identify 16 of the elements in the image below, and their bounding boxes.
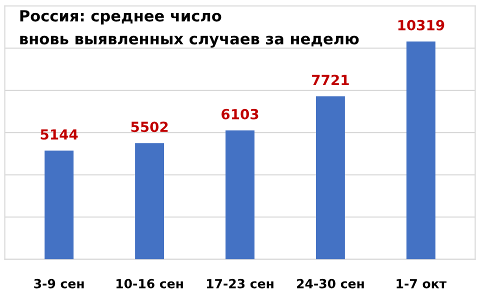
text: Россия: среднее число вновь выявленных случаев за неделю bbox=[20, 10, 359, 48]
data-label: 10319 bbox=[398, 20, 444, 30]
bar bbox=[406, 41, 436, 260]
data-label: 5144 bbox=[40, 129, 78, 140]
x-tick-label: 17-23 сен bbox=[206, 278, 274, 288]
bar bbox=[135, 143, 164, 260]
data-label: 6103 bbox=[222, 108, 258, 120]
bar bbox=[226, 130, 254, 260]
bar bbox=[316, 96, 345, 260]
x-tick-label: 24-30 сен bbox=[297, 278, 364, 288]
x-tick-label: 1-7 окт bbox=[396, 279, 446, 288]
x-tick-label: 3-9 сен bbox=[34, 278, 84, 288]
data-label: 7721 bbox=[312, 74, 349, 86]
data-label: 5502 bbox=[131, 122, 168, 132]
bar bbox=[44, 150, 74, 260]
x-tick-label: 10-16 сен bbox=[116, 278, 183, 288]
